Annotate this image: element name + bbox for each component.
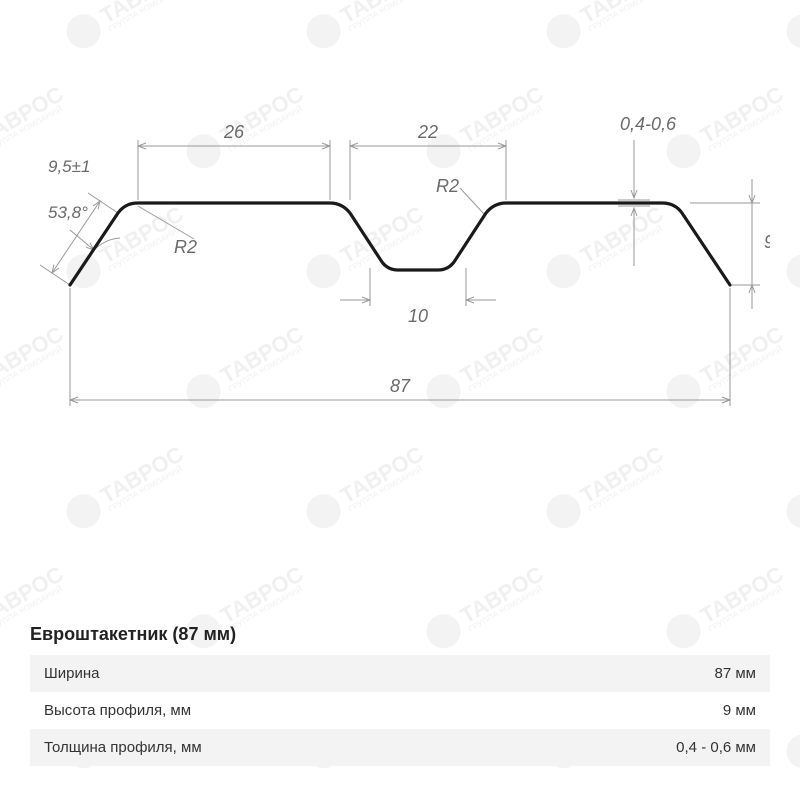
spec-table: Евроштакетник (87 мм) Ширина87 ммВысота … [30,624,770,766]
table-title: Евроштакетник (87 мм) [30,624,770,645]
spec-rows: Ширина87 ммВысота профиля, мм9 ммТолщина… [30,655,770,766]
svg-text:R2: R2 [436,176,459,196]
spec-row: Толщина профиля, мм0,4 - 0,6 мм [30,729,770,766]
svg-text:87: 87 [390,376,411,396]
svg-text:53,8°: 53,8° [48,203,88,222]
svg-text:0,4-0,6: 0,4-0,6 [620,114,677,134]
svg-text:22: 22 [417,122,438,142]
profile-diagram: 26 22 0,4-0,6 10 87 9 9,5±1 53,8° R2 R2 [30,110,770,430]
diagram-svg: 26 22 0,4-0,6 10 87 9 9,5±1 53,8° R2 R2 [30,110,770,430]
svg-text:26: 26 [223,122,245,142]
svg-text:R2: R2 [174,237,197,257]
svg-text:9,5±1: 9,5±1 [48,157,90,176]
svg-text:9: 9 [764,232,770,252]
svg-text:10: 10 [408,306,428,326]
spec-row: Высота профиля, мм9 мм [30,692,770,729]
spec-row: Ширина87 мм [30,655,770,692]
